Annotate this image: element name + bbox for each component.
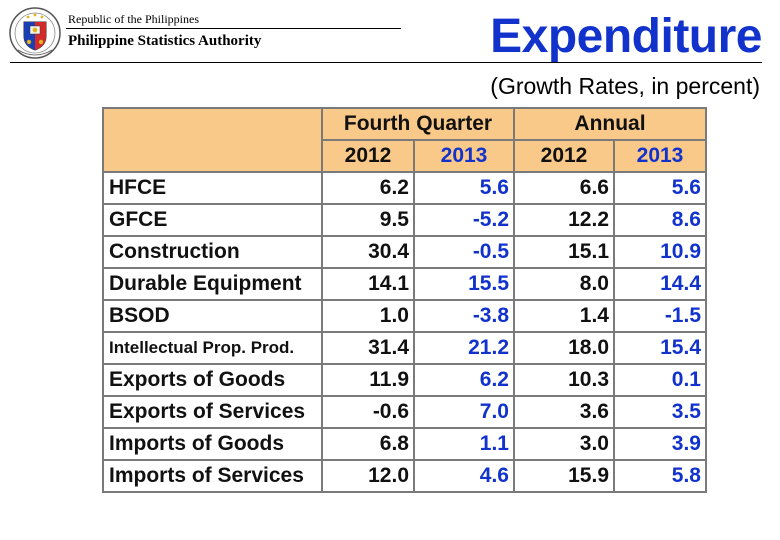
row-label: GFCE: [102, 203, 323, 237]
value-annual-2013: 14.4: [613, 267, 707, 301]
value-q4-2013: 4.6: [413, 459, 515, 493]
value-annual-2012: 3.0: [513, 427, 615, 461]
value-annual-2012: 8.0: [513, 267, 615, 301]
value-annual-2013: 15.4: [613, 331, 707, 365]
value-annual-2012: 15.1: [513, 235, 615, 269]
year-header: 2012: [513, 139, 615, 173]
agency-name: Philippine Statistics Authority: [68, 33, 262, 49]
row-label: BSOD: [102, 299, 323, 333]
value-annual-2013: 5.8: [613, 459, 707, 493]
republic-text: Republic of the Philippines: [68, 12, 199, 26]
table-row: Imports of Services 12.0 4.6 15.9 5.8: [102, 459, 707, 493]
value-annual-2012: 12.2: [513, 203, 615, 237]
value-annual-2012: 1.4: [513, 299, 615, 333]
value-q4-2013: 7.0: [413, 395, 515, 429]
table-corner-cell: [102, 107, 323, 173]
row-label: Durable Equipment: [102, 267, 323, 301]
group-header-fourth-quarter: Fourth Quarter: [321, 107, 515, 141]
year-header: 2013: [613, 139, 707, 173]
table-row: Exports of Services -0.6 7.0 3.6 3.5: [102, 395, 707, 429]
row-label: Exports of Goods: [102, 363, 323, 397]
value-q4-2012: -0.6: [321, 395, 415, 429]
table-row: Construction 30.4 -0.5 15.1 10.9: [102, 235, 707, 269]
value-annual-2012: 10.3: [513, 363, 615, 397]
value-q4-2013: 5.6: [413, 171, 515, 205]
page-subtitle: (Growth Rates, in percent): [490, 73, 760, 99]
header-rule: [10, 62, 762, 63]
value-annual-2013: 0.1: [613, 363, 707, 397]
value-q4-2013: 15.5: [413, 267, 515, 301]
value-annual-2012: 6.6: [513, 171, 615, 205]
expenditure-table: Fourth Quarter Annual 2012 2013 2012 201…: [102, 107, 707, 493]
value-q4-2013: 21.2: [413, 331, 515, 365]
value-q4-2013: -0.5: [413, 235, 515, 269]
row-label: HFCE: [102, 171, 323, 205]
value-q4-2012: 6.8: [321, 427, 415, 461]
row-label: Exports of Services: [102, 395, 323, 429]
philippine-seal-icon: [9, 7, 61, 59]
year-header: 2013: [413, 139, 515, 173]
year-header: 2012: [321, 139, 415, 173]
table-row: Imports of Goods 6.8 1.1 3.0 3.9: [102, 427, 707, 461]
value-q4-2013: -3.8: [413, 299, 515, 333]
row-label: Intellectual Prop. Prod.: [102, 331, 323, 365]
value-q4-2012: 12.0: [321, 459, 415, 493]
value-annual-2013: 3.5: [613, 395, 707, 429]
value-q4-2013: -5.2: [413, 203, 515, 237]
row-label: Imports of Services: [102, 459, 323, 493]
value-q4-2012: 11.9: [321, 363, 415, 397]
value-q4-2013: 1.1: [413, 427, 515, 461]
value-q4-2013: 6.2: [413, 363, 515, 397]
group-header-annual: Annual: [513, 107, 707, 141]
value-annual-2013: 5.6: [613, 171, 707, 205]
value-annual-2013: -1.5: [613, 299, 707, 333]
value-q4-2012: 9.5: [321, 203, 415, 237]
table-group-header-row: Fourth Quarter Annual: [102, 107, 707, 173]
row-label: Construction: [102, 235, 323, 269]
table-row: Durable Equipment 14.1 15.5 8.0 14.4: [102, 267, 707, 301]
value-annual-2012: 3.6: [513, 395, 615, 429]
value-annual-2013: 3.9: [613, 427, 707, 461]
value-q4-2012: 14.1: [321, 267, 415, 301]
row-label: Imports of Goods: [102, 427, 323, 461]
value-annual-2012: 18.0: [513, 331, 615, 365]
value-annual-2013: 8.6: [613, 203, 707, 237]
value-q4-2012: 31.4: [321, 331, 415, 365]
page-title: Expenditure: [490, 10, 762, 63]
table-row: GFCE 9.5 -5.2 12.2 8.6: [102, 203, 707, 237]
table-year-header-row: 2012 2013 2012 2013: [103, 139, 707, 173]
value-annual-2013: 10.9: [613, 235, 707, 269]
value-q4-2012: 30.4: [321, 235, 415, 269]
table-row: Intellectual Prop. Prod. 31.4 21.2 18.0 …: [102, 331, 707, 365]
value-q4-2012: 6.2: [321, 171, 415, 205]
agency-header: Republic of the Philippines Philippine S…: [66, 12, 401, 50]
header-divider: [66, 28, 401, 29]
value-q4-2012: 1.0: [321, 299, 415, 333]
table-row: Exports of Goods 11.9 6.2 10.3 0.1: [102, 363, 707, 397]
table-row: BSOD 1.0 -3.8 1.4 -1.5: [102, 299, 707, 333]
value-annual-2012: 15.9: [513, 459, 615, 493]
table-row: HFCE 6.2 5.6 6.6 5.6: [102, 171, 707, 205]
